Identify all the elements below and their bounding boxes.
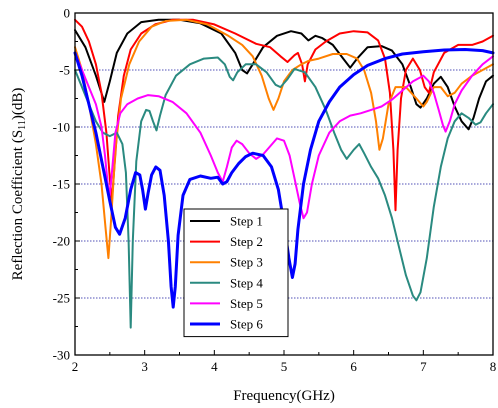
legend-label-1: Step 1 — [230, 214, 263, 229]
grid-lines — [75, 69, 493, 299]
legend-label-5: Step 5 — [230, 296, 263, 311]
axes — [74, 12, 494, 356]
series-lines — [73, 18, 495, 329]
series-line-5 — [74, 51, 494, 220]
legend-box — [183, 208, 289, 338]
legend-label-6: Step 6 — [230, 317, 263, 332]
legend-label-3: Step 3 — [230, 255, 263, 270]
y-axis-title-subscript: 11 — [17, 120, 28, 130]
y-axis-title-tail: )(dB) — [10, 88, 26, 121]
y-tick-label: -30 — [53, 348, 70, 363]
x-tick-label: 2 — [72, 359, 79, 374]
x-tick-label: 7 — [420, 359, 427, 374]
y-axis-title-main: Reflection Coefficient (S — [10, 130, 26, 281]
x-tick-label: 4 — [211, 359, 218, 374]
y-tick-label: -25 — [53, 291, 70, 306]
x-axis-title: Frequency(GHz) — [233, 388, 335, 404]
y-tick-label: -20 — [53, 234, 70, 249]
x-tick-label: 8 — [490, 359, 497, 374]
x-tick-label: 5 — [281, 359, 288, 374]
y-axis-title: Reflection Coefficient (S11)(dB) — [10, 88, 28, 281]
y-tick-label: 0 — [64, 6, 71, 21]
series-line-4 — [74, 56, 494, 329]
series-line-6 — [73, 48, 495, 309]
legend-label-4: Step 4 — [230, 275, 263, 290]
y-tick-label: -15 — [53, 177, 70, 192]
y-tick-label: -10 — [53, 120, 70, 135]
x-tick-label: 6 — [350, 359, 357, 374]
y-tick-label: -5 — [59, 63, 70, 78]
tick-labels: 2 3 4 5 6 7 8 0 -5 -10 -15 -20 -25 -30 — [53, 6, 497, 375]
legend: Step 1 Step 2 Step 3 Step 4 Step 5 Step 6 — [183, 208, 289, 338]
series-line-1 — [74, 18, 494, 131]
x-tick-label: 3 — [141, 359, 148, 374]
series-line-3 — [74, 18, 494, 260]
series-line-2 — [74, 18, 494, 212]
legend-label-2: Step 2 — [230, 234, 263, 249]
